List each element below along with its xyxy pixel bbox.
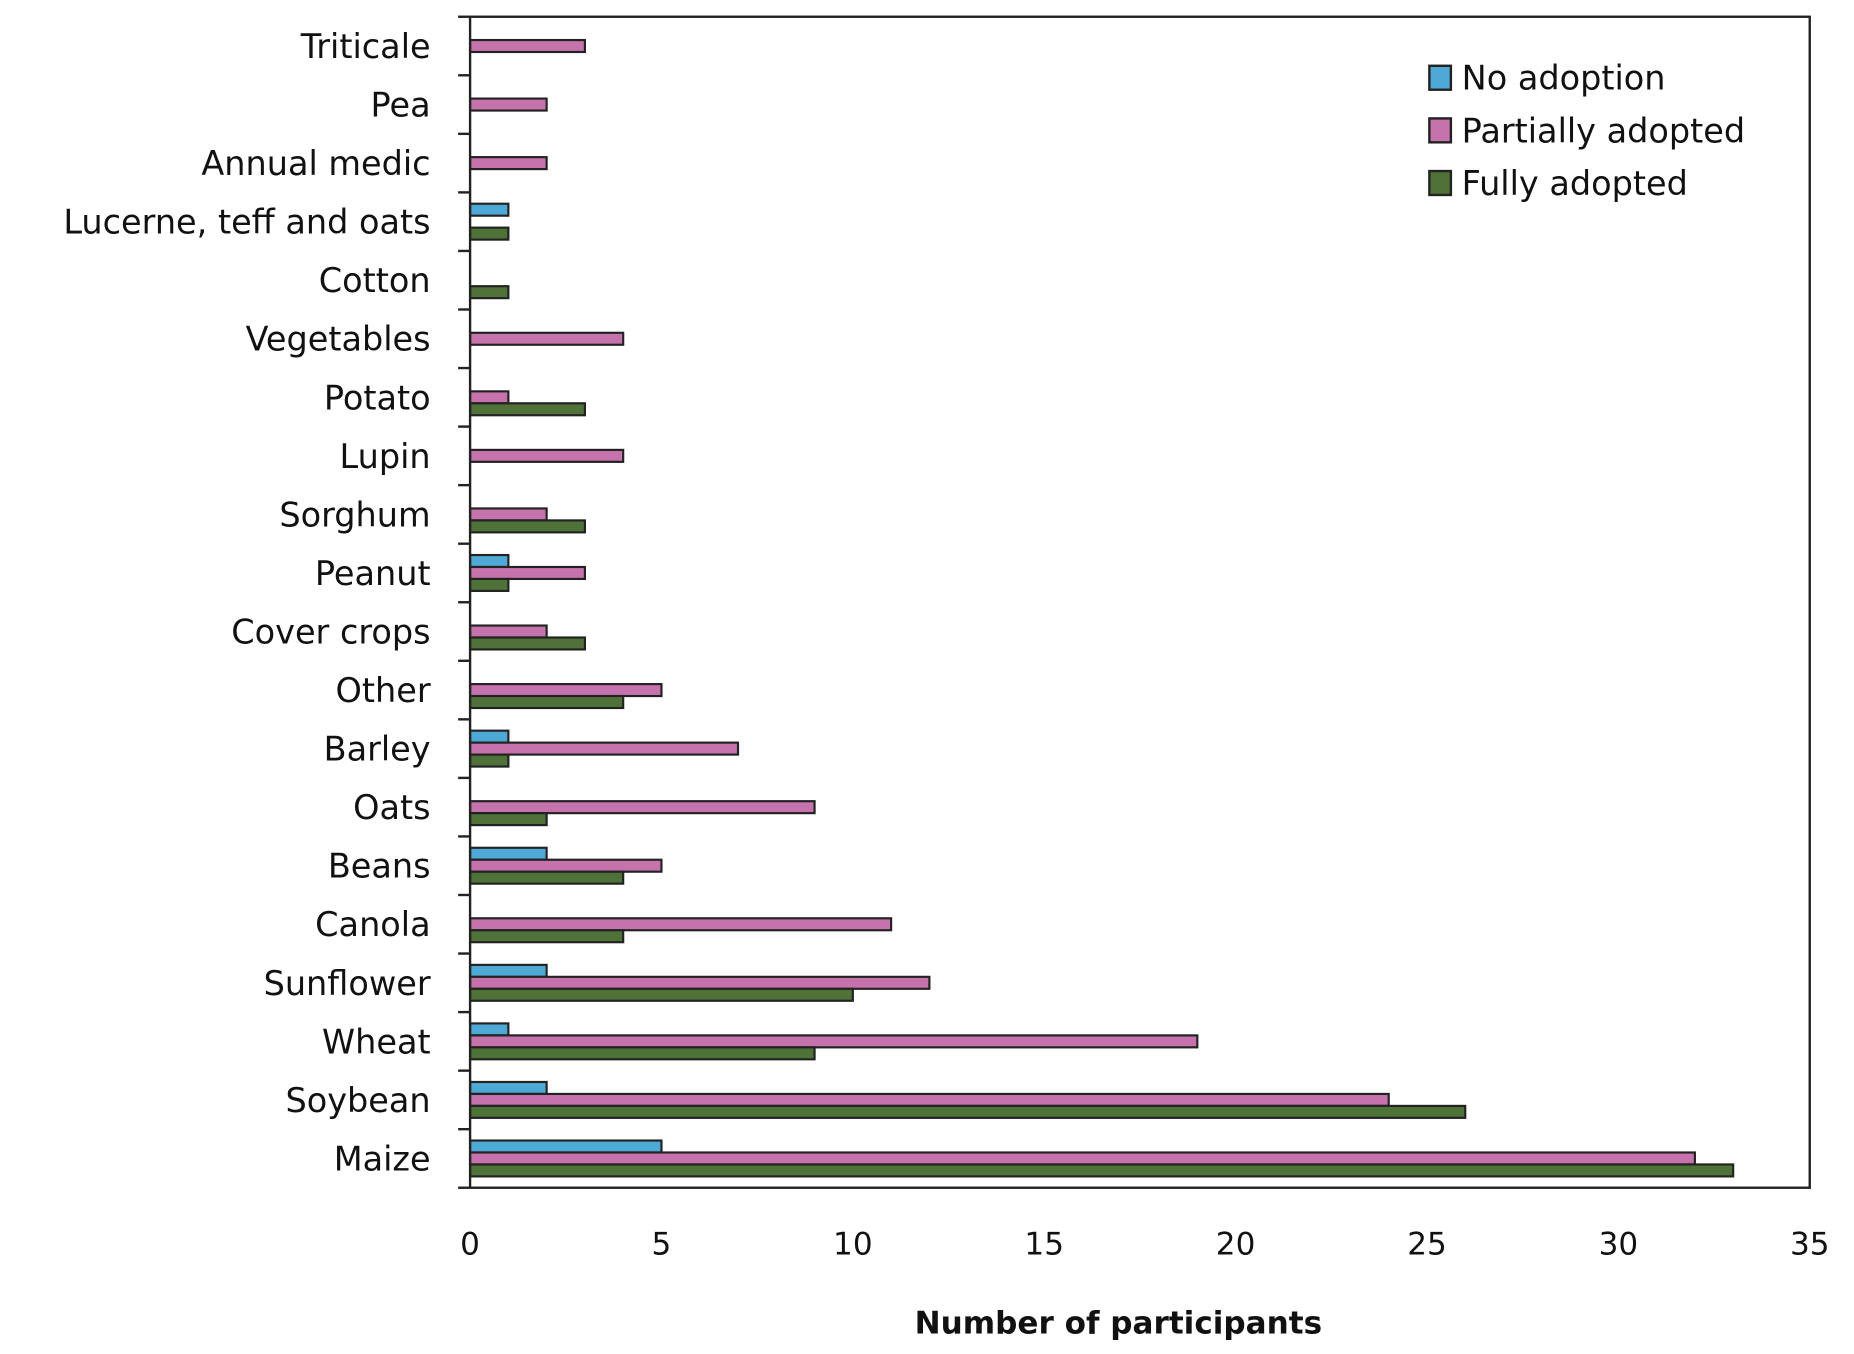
category-label: Annual medic bbox=[201, 144, 430, 183]
x-tick-label: 15 bbox=[1024, 1227, 1064, 1263]
bar-fully-adopted bbox=[469, 577, 510, 592]
bar-fully-adopted bbox=[469, 929, 625, 944]
bar-partially-adopted bbox=[469, 858, 663, 873]
category-label: Vegetables bbox=[246, 320, 431, 359]
bar-fully-adopted bbox=[469, 987, 854, 1002]
x-tick-label: 10 bbox=[833, 1227, 873, 1263]
category-label: Cotton bbox=[319, 261, 431, 300]
bar-fully-adopted bbox=[469, 870, 625, 885]
bar-partially-adopted bbox=[469, 38, 586, 54]
legend-swatch bbox=[1428, 117, 1453, 144]
x-tick-label: 20 bbox=[1216, 1227, 1256, 1263]
bar-partially-adopted bbox=[469, 917, 893, 932]
bar-partially-adopted bbox=[469, 741, 740, 756]
bar-fully-adopted bbox=[469, 226, 510, 241]
bar-partially-adopted bbox=[469, 1151, 1696, 1166]
category-label: Sunflower bbox=[264, 964, 431, 1003]
bar-partially-adopted bbox=[469, 1034, 1199, 1049]
bar-no-adoption bbox=[469, 1080, 548, 1096]
bar-no-adoption bbox=[469, 1022, 510, 1037]
legend-label: Partially adopted bbox=[1462, 111, 1745, 150]
bar-partially-adopted bbox=[469, 331, 625, 346]
category-label: Peanut bbox=[315, 554, 431, 593]
category-label: Oats bbox=[353, 788, 430, 827]
category-label: Lucerne, teff and oats bbox=[63, 203, 430, 242]
bar-partially-adopted bbox=[469, 565, 586, 581]
category-labels: Triticale Pea Annual medic Lucerne, teff an… bbox=[63, 27, 430, 1178]
bar-no-adoption bbox=[469, 202, 510, 217]
bar-partially-adopted bbox=[469, 683, 663, 698]
bar-fully-adopted bbox=[469, 812, 548, 827]
category-label: Cover crops bbox=[231, 612, 430, 651]
legend-label: No adoption bbox=[1462, 59, 1666, 98]
bar-fully-adopted bbox=[469, 1163, 1735, 1178]
bar-partially-adopted bbox=[469, 800, 816, 815]
bar-fully-adopted bbox=[469, 753, 510, 768]
bars-layer bbox=[469, 38, 1735, 1178]
bar-partially-adopted bbox=[469, 97, 548, 112]
category-label: Soybean bbox=[285, 1081, 430, 1120]
category-label: Other bbox=[336, 671, 431, 710]
bar-partially-adopted bbox=[469, 156, 548, 171]
bar-fully-adopted bbox=[469, 285, 510, 300]
bar-fully-adopted bbox=[469, 519, 586, 534]
y-axis-ticks bbox=[458, 15, 471, 1189]
category-label: Lupin bbox=[340, 437, 431, 476]
bar-fully-adopted bbox=[469, 1046, 816, 1061]
x-tick-label: 30 bbox=[1599, 1227, 1639, 1263]
bar-no-adoption bbox=[469, 846, 548, 861]
category-label: Sorghum bbox=[279, 495, 430, 534]
bar-fully-adopted bbox=[469, 402, 586, 417]
bar-no-adoption bbox=[469, 1139, 663, 1154]
category-label: Canola bbox=[315, 905, 430, 944]
bar-partially-adopted bbox=[469, 975, 931, 990]
bar-no-adoption bbox=[469, 729, 510, 744]
legend-swatch bbox=[1428, 169, 1453, 197]
bar-no-adoption bbox=[469, 553, 510, 569]
legend-swatch bbox=[1428, 64, 1453, 91]
legend-label: Fully adopted bbox=[1462, 164, 1688, 203]
category-label: Beans bbox=[328, 847, 431, 886]
category-label: Barley bbox=[324, 730, 431, 769]
category-label: Pea bbox=[370, 86, 430, 125]
category-label: Wheat bbox=[322, 1022, 431, 1061]
bar-fully-adopted bbox=[469, 1104, 1467, 1119]
x-tick-label: 35 bbox=[1790, 1227, 1830, 1263]
category-label: Triticale bbox=[300, 27, 431, 66]
x-tick-label: 25 bbox=[1407, 1227, 1447, 1263]
bar-fully-adopted bbox=[469, 636, 586, 651]
x-axis-title: Number of participants bbox=[915, 1306, 1323, 1342]
x-tick-label: 5 bbox=[652, 1227, 672, 1263]
bar-no-adoption bbox=[469, 963, 548, 978]
legend: No adoption Partially adopted Fully adopte… bbox=[1428, 59, 1745, 203]
bar-partially-adopted bbox=[469, 1092, 1390, 1107]
x-tick-labels: 0 5 10 15 20 25 30 35 bbox=[460, 1227, 1829, 1263]
bar-partially-adopted bbox=[469, 507, 548, 522]
x-tick-label: 0 bbox=[460, 1227, 480, 1263]
bar-partially-adopted bbox=[469, 448, 625, 463]
bar-partially-adopted bbox=[469, 390, 510, 405]
category-label: Potato bbox=[324, 378, 431, 417]
bar-partially-adopted bbox=[469, 624, 548, 639]
category-label: Maize bbox=[334, 1139, 431, 1178]
bar-fully-adopted bbox=[469, 694, 625, 710]
